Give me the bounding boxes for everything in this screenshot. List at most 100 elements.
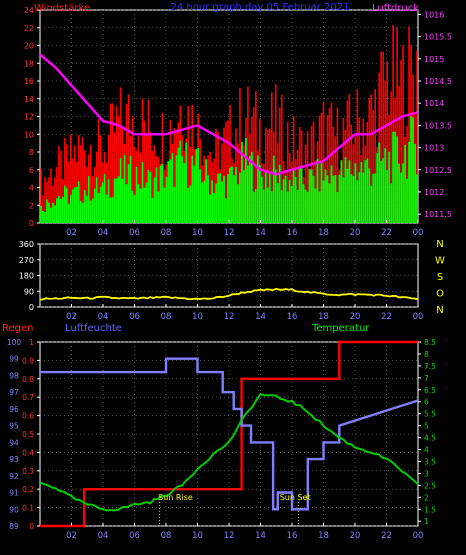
x-tick-label: 02 [66, 531, 77, 541]
compass-letter: N [436, 305, 443, 316]
x-tick-label: 12 [224, 312, 235, 322]
pressure-axis-title: Luftdruck [372, 3, 419, 14]
x-tick-label: 18 [318, 312, 329, 322]
x-tick-label: 20 [350, 531, 361, 541]
wind-y-label: 10 [24, 130, 34, 139]
pressure-line [39, 53, 419, 176]
pressure-y-label: 1014.5 [424, 77, 452, 86]
humidity-y-label: 97 [9, 388, 19, 397]
temperature-y-label: 8.5 [424, 338, 436, 347]
x-tick-label: 16 [287, 228, 298, 238]
direction-y-label: 180 [19, 272, 34, 281]
wind-y-label: 2 [29, 201, 34, 210]
rain-y-label: 0.6 [22, 412, 34, 421]
wind-y-label: 18 [24, 59, 34, 68]
x-tick-label: 06 [129, 312, 140, 322]
pressure-y-label: 1015 [424, 55, 444, 64]
pressure-y-label: 1012 [424, 188, 444, 197]
rain-y-label: 0.2 [22, 485, 34, 494]
x-tick-label: 10 [192, 531, 203, 541]
x-tick-label: 10 [192, 312, 203, 322]
x-tick-label: 18 [318, 228, 329, 238]
humidity-y-label: 89 [9, 522, 19, 531]
x-tick-label: 06 [129, 531, 140, 541]
x-tick-label: 04 [98, 312, 109, 322]
wind-direction-line [39, 287, 419, 301]
rain-y-label: 0.9 [22, 356, 34, 365]
temperature-line [39, 393, 419, 512]
humidity-y-label: 94 [9, 438, 19, 447]
humidity-y-label: 98 [9, 371, 19, 380]
x-tick-label: 22 [381, 312, 392, 322]
compass-letter: N [436, 239, 443, 250]
humidity-y-label: 95 [9, 422, 19, 431]
wind-y-label: 22 [24, 24, 34, 33]
x-tick-label: 00 [413, 228, 424, 238]
direction-y-label: 360 [19, 240, 34, 249]
rain-y-label: 1 [29, 338, 34, 347]
humidity-axis-title: Luftfeuchte [65, 323, 122, 334]
direction-y-label: 270 [19, 256, 34, 265]
x-tick-label: 20 [350, 312, 361, 322]
temperature-axis-title: Temperatur [311, 323, 370, 334]
x-tick-label: 22 [381, 531, 392, 541]
pressure-y-label: 1011.5 [424, 210, 452, 219]
x-tick-label: 02 [66, 228, 77, 238]
compass-letter: W [435, 256, 445, 267]
temperature-y-label: 3 [424, 469, 429, 478]
pressure-y-label: 1013.5 [424, 121, 452, 130]
x-tick-label: 12 [224, 531, 235, 541]
x-tick-label: 00 [413, 531, 424, 541]
wind-y-label: 8 [29, 148, 34, 157]
x-tick-label: 08 [161, 531, 172, 541]
chart-title: 24 hour graph day 05 Februar 2021 [171, 2, 350, 13]
temperature-y-label: 7.5 [424, 362, 436, 371]
x-tick-label: 08 [161, 228, 172, 238]
x-tick-label: 20 [350, 228, 361, 238]
x-tick-label: 12 [224, 228, 235, 238]
x-tick-label: 16 [287, 531, 298, 541]
humidity-y-label: 99 [9, 355, 19, 364]
wind-y-label: 20 [24, 42, 34, 51]
rain-line [40, 340, 418, 528]
direction-y-label: 0 [29, 303, 34, 312]
temperature-y-label: 4 [424, 446, 429, 455]
sunrise-label: Sun Rise [158, 493, 193, 502]
humidity-line [40, 357, 419, 511]
pressure-y-label: 1014 [424, 99, 444, 108]
humidity-y-label: 93 [9, 455, 19, 464]
rain-y-label: 0.3 [22, 467, 34, 476]
pressure-y-label: 1013 [424, 144, 444, 153]
wind-y-label: 4 [29, 184, 34, 193]
temperature-y-label: 5 [424, 422, 429, 431]
temperature-y-label: 5.5 [424, 410, 436, 419]
x-tick-label: 00 [413, 312, 424, 322]
humidity-y-label: 92 [9, 472, 19, 481]
compass-letter: S [437, 272, 443, 283]
rain-y-label: 0.8 [22, 375, 34, 384]
temperature-y-label: 7 [424, 374, 429, 383]
x-tick-label: 14 [255, 228, 266, 238]
rain-y-label: 0.1 [22, 504, 34, 513]
rain-y-label: 0.4 [22, 448, 34, 457]
x-tick-label: 06 [129, 228, 140, 238]
x-tick-label: 22 [381, 228, 392, 238]
direction-y-label: 90 [24, 287, 34, 296]
wind-y-label: 6 [29, 166, 34, 175]
wind-y-label: 0 [29, 219, 34, 228]
rain-y-label: 0.5 [22, 430, 34, 439]
temperature-y-label: 1.5 [424, 505, 436, 514]
wind-y-label: 14 [24, 95, 34, 104]
x-tick-label: 02 [66, 312, 77, 322]
temperature-y-label: 6 [424, 398, 429, 407]
humidity-y-label: 100 [7, 338, 22, 347]
x-tick-label: 14 [255, 531, 266, 541]
temperature-y-label: 4.5 [424, 434, 436, 443]
rain-y-label: 0 [29, 522, 34, 531]
temperature-y-label: 2.5 [424, 481, 436, 490]
x-tick-label: 08 [161, 312, 172, 322]
humidity-y-label: 91 [9, 489, 19, 498]
temperature-y-label: 3.5 [424, 457, 436, 466]
sunset-label: Sun Set [280, 493, 311, 502]
